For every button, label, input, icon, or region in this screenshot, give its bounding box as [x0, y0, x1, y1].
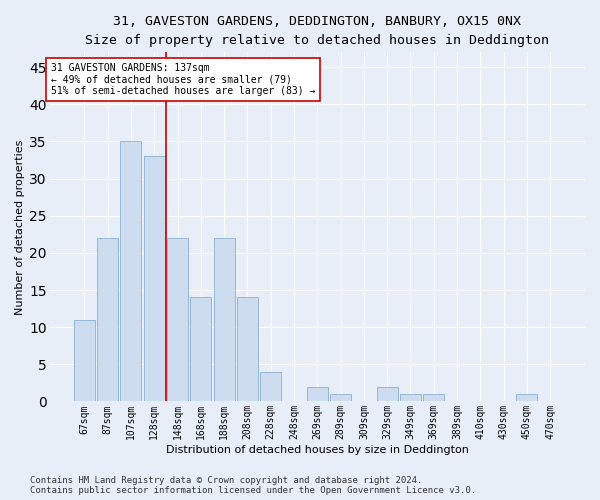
Bar	[260, 372, 281, 402]
Bar	[400, 394, 421, 402]
X-axis label: Distribution of detached houses by size in Deddington: Distribution of detached houses by size …	[166, 445, 469, 455]
Bar	[190, 298, 211, 402]
Bar	[237, 298, 258, 402]
Bar	[517, 394, 538, 402]
Bar	[214, 238, 235, 402]
Bar	[121, 142, 142, 402]
Bar	[74, 320, 95, 402]
Text: 31 GAVESTON GARDENS: 137sqm
← 49% of detached houses are smaller (79)
51% of sem: 31 GAVESTON GARDENS: 137sqm ← 49% of det…	[50, 63, 315, 96]
Bar	[307, 386, 328, 402]
Bar	[377, 386, 398, 402]
Bar	[423, 394, 444, 402]
Bar	[97, 238, 118, 402]
Title: 31, GAVESTON GARDENS, DEDDINGTON, BANBURY, OX15 0NX
Size of property relative to: 31, GAVESTON GARDENS, DEDDINGTON, BANBUR…	[85, 15, 549, 47]
Bar	[330, 394, 351, 402]
Bar	[167, 238, 188, 402]
Y-axis label: Number of detached properties: Number of detached properties	[15, 139, 25, 314]
Text: Contains HM Land Registry data © Crown copyright and database right 2024.
Contai: Contains HM Land Registry data © Crown c…	[30, 476, 476, 495]
Bar	[144, 156, 165, 402]
